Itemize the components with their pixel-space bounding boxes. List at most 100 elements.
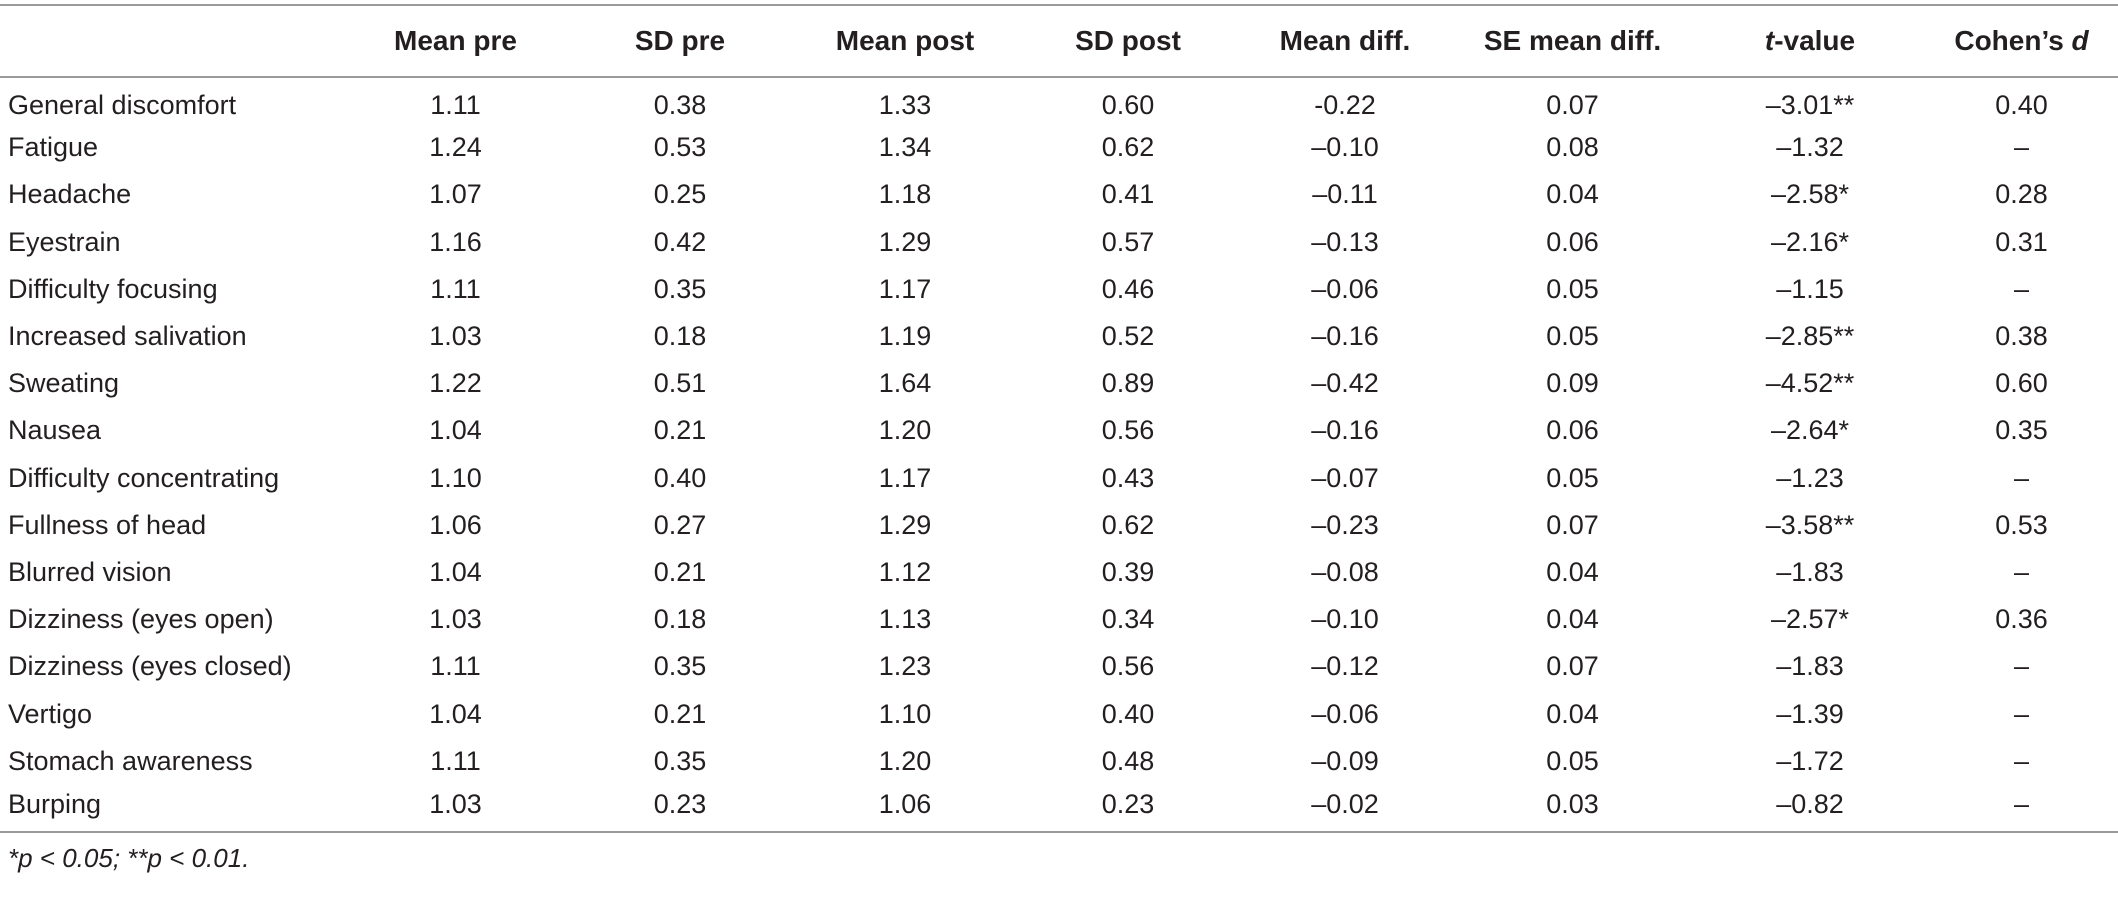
cell-cohens-d: – <box>2013 745 2030 776</box>
cell-sd-pre: 0.25 <box>653 179 707 210</box>
header-cohens-d-italic: d <box>2071 25 2089 56</box>
cell-t-value: –1.83 <box>1776 556 1844 587</box>
cell-sd-post: 0.46 <box>1101 273 1155 304</box>
cell-sd-post: 0.60 <box>1101 89 1155 120</box>
cell-t-value: –1.32 <box>1776 132 1844 163</box>
header-mean-post: Mean post <box>794 4 1016 78</box>
cell-t-value: –3.01** <box>1765 89 1855 120</box>
cell-sd-pre: 0.21 <box>653 415 707 446</box>
table-row: Stomach awareness 1.11 0.35 1.20 0.48 –0.09 0.… <box>0 738 2118 785</box>
cell-mean-diff: –0.06 <box>1311 273 1379 304</box>
cell-mean-pre: 1.11 <box>430 89 481 120</box>
table-row: Vertigo 1.04 0.21 1.10 0.40 –0.06 0.04 –1.39 – <box>0 690 2118 737</box>
cell-sd-post: 0.89 <box>1101 368 1155 399</box>
cell-sd-pre: 0.27 <box>653 509 707 540</box>
cell-sd-pre: 0.18 <box>653 321 707 352</box>
cell-sd-pre: 0.21 <box>653 698 707 729</box>
cell-mean-diff: –0.10 <box>1311 604 1379 635</box>
row-label: Stomach awareness <box>8 745 253 776</box>
cell-cohens-d: 0.38 <box>1995 321 2048 352</box>
cell-mean-post: 1.19 <box>878 321 932 352</box>
table-row: Headache 1.07 0.25 1.18 0.41 –0.11 0.04 –2.58* 0… <box>0 171 2118 218</box>
cell-mean-pre: 1.04 <box>429 698 482 729</box>
cell-sd-post: 0.56 <box>1101 415 1155 446</box>
cell-mean-post: 1.34 <box>878 132 932 163</box>
header-t-italic: t <box>1764 25 1775 56</box>
row-label: Difficulty concentrating <box>8 462 280 493</box>
row-label: Fullness of head <box>8 509 207 540</box>
cell-se-mean-diff: 0.07 <box>1546 89 1599 120</box>
cell-sd-post: 0.52 <box>1101 321 1155 352</box>
cell-mean-diff: –0.13 <box>1311 226 1379 257</box>
cell-mean-post: 1.06 <box>794 784 1016 834</box>
cell-se-mean-diff: 0.07 <box>1546 651 1599 682</box>
cell-t-value: –2.16* <box>1770 226 1850 257</box>
cell-se-mean-diff: 0.06 <box>1546 415 1599 446</box>
header-sd-post: SD post <box>1016 4 1240 78</box>
cell-mean-post: 1.17 <box>878 462 932 493</box>
row-label: Burping <box>0 784 345 834</box>
table-row: Dizziness (eyes closed) 1.11 0.35 1.23 0.56 –… <box>0 643 2118 690</box>
cell-t-value: –1.15 <box>1776 273 1844 304</box>
cell-sd-pre: 0.35 <box>653 651 707 682</box>
row-label: Blurred vision <box>8 556 172 587</box>
cell-sd-pre: 0.40 <box>653 462 707 493</box>
cell-sd-pre: 0.18 <box>653 604 707 635</box>
row-label: Dizziness (eyes open) <box>8 604 274 635</box>
cell-mean-diff: –0.09 <box>1311 745 1379 776</box>
header-row: Mean pre SD pre Mean post SD post Mean d… <box>0 4 2118 78</box>
cell-mean-diff: –0.42 <box>1311 368 1379 399</box>
cell-sd-pre: 0.21 <box>653 556 707 587</box>
cell-t-value: –1.72 <box>1776 745 1844 776</box>
cell-mean-post: 1.64 <box>878 368 932 399</box>
cell-sd-post: 0.43 <box>1101 462 1155 493</box>
cell-mean-post: 1.20 <box>878 415 932 446</box>
cell-mean-pre: 1.03 <box>429 321 482 352</box>
cell-cohens-d: 0.53 <box>1995 509 2048 540</box>
cell-mean-pre: 1.11 <box>430 273 481 304</box>
table-body: General discomfort 1.11 0.38 1.33 0.60 -0.22 0… <box>0 77 2118 834</box>
cell-mean-post: 1.13 <box>878 604 932 635</box>
table-row: Nausea 1.04 0.21 1.20 0.56 –0.16 0.06 –2.64* 0.3… <box>0 407 2118 454</box>
cell-mean-pre: 1.11 <box>430 745 481 776</box>
cell-mean-diff: –0.06 <box>1311 698 1379 729</box>
cell-mean-pre: 1.03 <box>345 784 566 834</box>
cell-t-value: –0.82 <box>1695 784 1925 834</box>
cell-cohens-d: 0.40 <box>1995 89 2048 120</box>
cell-mean-pre: 1.04 <box>429 556 482 587</box>
cell-se-mean-diff: 0.04 <box>1546 179 1599 210</box>
cell-se-mean-diff: 0.08 <box>1546 132 1599 163</box>
cell-se-mean-diff: 0.04 <box>1546 556 1599 587</box>
row-label: Difficulty focusing <box>8 273 218 304</box>
row-label: Dizziness (eyes closed) <box>8 651 292 682</box>
cell-mean-post: 1.10 <box>878 698 932 729</box>
header-se-mean-diff: SE mean diff. <box>1450 4 1695 78</box>
cell-sd-post: 0.62 <box>1101 132 1155 163</box>
cell-mean-diff: –0.08 <box>1311 556 1379 587</box>
table-footnote: *p < 0.05; **p < 0.01. <box>8 843 250 873</box>
cell-mean-diff: -0.22 <box>1314 89 1376 120</box>
cell-mean-post: 1.18 <box>878 179 932 210</box>
cell-mean-pre: 1.10 <box>429 462 482 493</box>
row-label: Vertigo <box>8 698 93 729</box>
cell-sd-post: 0.34 <box>1101 604 1155 635</box>
cell-mean-post: 1.12 <box>878 556 932 587</box>
cell-t-value: –1.83 <box>1776 651 1844 682</box>
cell-mean-diff: –0.23 <box>1311 509 1379 540</box>
cell-cohens-d: – <box>1925 784 2118 834</box>
table-row: Difficulty focusing 1.11 0.35 1.17 0.46 –0.06… <box>0 266 2118 313</box>
header-mean-pre: Mean pre <box>345 4 566 78</box>
cell-sd-post: 0.56 <box>1101 651 1155 682</box>
cell-cohens-d: – <box>2013 698 2030 729</box>
table-row: Fullness of head 1.06 0.27 1.29 0.62 –0.23 0.0… <box>0 502 2118 549</box>
cell-mean-pre: 1.04 <box>429 415 482 446</box>
cell-sd-pre: 0.35 <box>653 273 707 304</box>
cell-cohens-d: – <box>2013 132 2030 163</box>
cell-mean-diff: –0.07 <box>1311 462 1379 493</box>
table-row: Sweating 1.22 0.51 1.64 0.89 –0.42 0.09 –4.52**… <box>0 360 2118 407</box>
cell-sd-pre: 0.38 <box>653 89 707 120</box>
cell-sd-pre: 0.35 <box>653 745 707 776</box>
table-row: General discomfort 1.11 0.38 1.33 0.60 -0.22 0… <box>0 77 2118 124</box>
cell-cohens-d: – <box>2013 273 2030 304</box>
cell-mean-post: 1.29 <box>878 509 932 540</box>
